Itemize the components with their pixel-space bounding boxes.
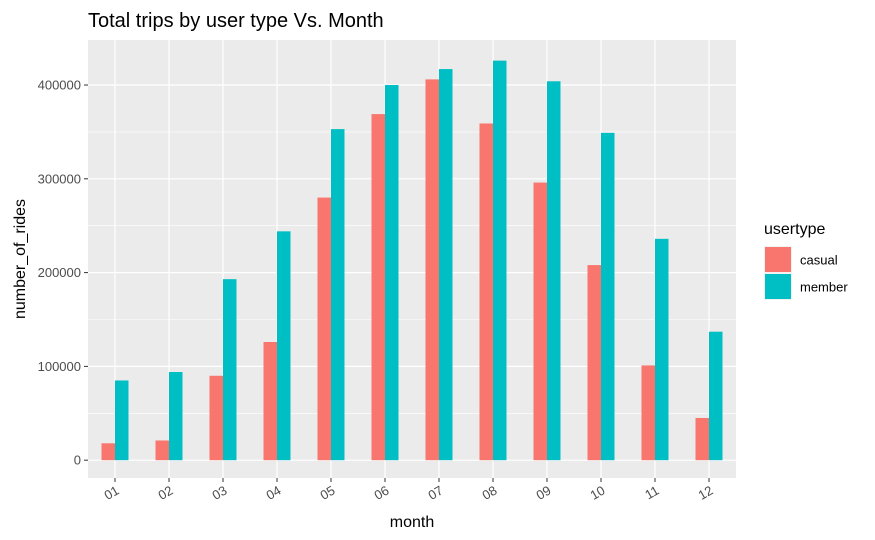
x-tick-label: 05: [317, 483, 337, 503]
bar-casual-09: [533, 182, 547, 461]
bar-member-09: [547, 81, 561, 461]
y-axis: 0 100000 200000 300000 400000: [38, 78, 88, 468]
chart-title: Total trips by user type Vs. Month: [88, 10, 384, 32]
bar-casual-03: [209, 375, 223, 461]
y-tick-label: 300000: [38, 171, 81, 186]
bar-member-08: [493, 60, 507, 461]
bar-casual-06: [371, 114, 385, 461]
bar-member-07: [439, 69, 453, 461]
bar-member-04: [277, 231, 291, 461]
x-tick-label: 11: [642, 483, 661, 503]
bar-member-03: [223, 279, 237, 461]
x-axis-title: month: [390, 514, 434, 531]
bar-member-06: [385, 85, 399, 461]
x-tick-label: 12: [695, 483, 715, 503]
bar-casual-11: [641, 365, 655, 461]
y-tick-label: 100000: [38, 359, 81, 374]
x-tick-label: 08: [479, 483, 499, 503]
bars: [101, 60, 723, 461]
bar-member-12: [709, 331, 723, 461]
x-axis: 01 02 03 04 05 06 07 08 09 10 11 12: [101, 478, 716, 503]
legend-swatch-casual: [765, 247, 791, 272]
x-tick-label: 07: [425, 483, 445, 503]
bar-casual-08: [479, 123, 493, 461]
bar-casual-07: [425, 79, 439, 461]
bar-casual-10: [587, 265, 601, 461]
bar-member-11: [655, 238, 669, 461]
legend-label-member: member: [800, 280, 848, 295]
y-axis-title: number_of_rides: [12, 199, 29, 319]
x-tick-label: 04: [263, 483, 283, 503]
x-tick-label: 09: [533, 483, 553, 503]
y-tick-label: 400000: [38, 78, 81, 93]
plot-panel: [88, 40, 736, 478]
y-tick-label: 200000: [38, 265, 81, 280]
x-tick-label: 10: [587, 483, 607, 503]
legend-swatch-member: [765, 274, 791, 299]
bar-casual-05: [317, 197, 331, 461]
minor-gridlines: [88, 131, 736, 414]
bar-casual-12: [695, 417, 709, 461]
bar-member-05: [331, 129, 345, 461]
bar-member-01: [115, 380, 129, 461]
x-tick-label: 01: [101, 483, 121, 503]
x-tick-label: 06: [371, 483, 391, 503]
legend-title: usertype: [764, 221, 825, 238]
bar-member-02: [169, 372, 183, 461]
bar-casual-01: [101, 443, 115, 461]
x-tick-label: 03: [209, 483, 229, 503]
legend-label-casual: casual: [800, 253, 838, 268]
x-tick-label: 02: [155, 483, 175, 503]
y-tick-label: 0: [74, 453, 81, 468]
bar-casual-02: [155, 440, 169, 461]
bar-casual-04: [263, 342, 277, 461]
legend: usertype casual member: [764, 221, 848, 300]
bar-member-10: [601, 132, 615, 461]
